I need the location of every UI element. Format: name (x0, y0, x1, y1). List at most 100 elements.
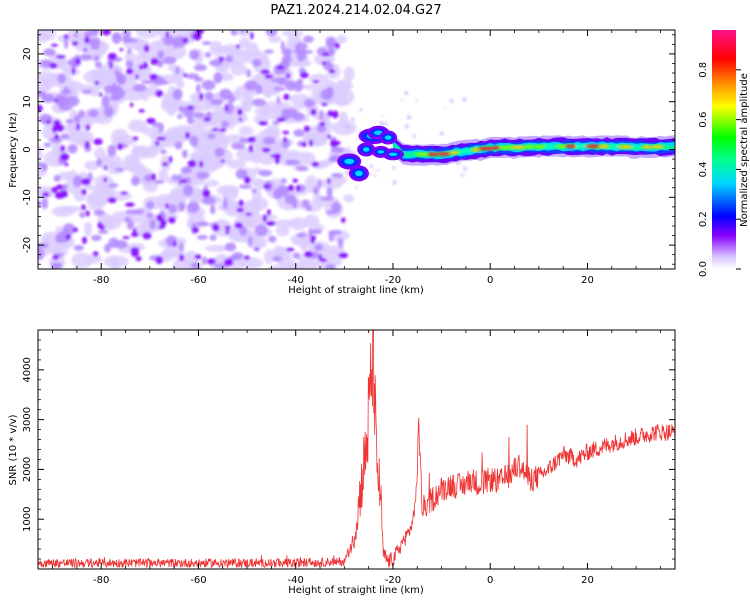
signal-hotspot (459, 149, 471, 154)
noise-blob (58, 205, 83, 213)
noise-blob (107, 161, 118, 170)
noise-blob (159, 218, 167, 227)
noise-blob (293, 81, 304, 92)
noise-blob (281, 55, 293, 64)
noise-blob (108, 183, 119, 188)
noise-blob (227, 94, 236, 104)
noise-blob (245, 212, 253, 216)
signal-hotspot (533, 144, 546, 149)
noise-blob (412, 134, 417, 138)
noise-blob (205, 179, 220, 187)
noise-blob (250, 149, 263, 164)
noise-blob (71, 252, 93, 269)
colorbar-tick-label: 0.8 (698, 62, 709, 78)
noise-blob (334, 42, 340, 49)
noise-blob (56, 95, 70, 108)
signal-blob (362, 147, 370, 152)
noise-blob (119, 47, 124, 52)
noise-blob (38, 77, 53, 93)
noise-blob (204, 137, 230, 147)
noise-blob (344, 102, 347, 106)
noise-blob (347, 145, 351, 148)
noise-blob (320, 196, 334, 201)
noise-blob (85, 210, 90, 217)
noise-blob (125, 60, 134, 69)
y-tick-label: 4000 (22, 357, 33, 382)
noise-blob (62, 68, 80, 76)
noise-blob (303, 98, 315, 108)
noise-blob (152, 144, 165, 151)
noise-blob (209, 234, 217, 241)
noise-blob (253, 247, 260, 251)
noise-blob (262, 136, 276, 145)
noise-blob (268, 235, 277, 243)
noise-blob (296, 78, 304, 84)
noise-blob (321, 177, 343, 190)
noise-blob (142, 61, 149, 70)
x-tick-label: -80 (93, 275, 109, 286)
noise-blob (334, 140, 341, 145)
noise-blob (83, 48, 87, 52)
noise-blob (340, 217, 346, 223)
noise-blob (111, 82, 117, 93)
noise-blob (84, 160, 100, 171)
noise-blob (43, 142, 52, 148)
noise-blob (50, 247, 64, 255)
noise-blob (328, 69, 336, 74)
noise-blob (178, 105, 186, 113)
noise-blob (196, 234, 208, 240)
noise-blob (252, 58, 262, 67)
noise-blob (213, 71, 223, 84)
noise-blob (121, 30, 132, 36)
noise-blob (359, 108, 363, 112)
x-tick-label: 0 (487, 275, 493, 286)
noise-blob (64, 162, 69, 167)
noise-blob (251, 188, 257, 194)
noise-blob (280, 41, 285, 52)
noise-blob (196, 221, 210, 227)
snr-series-line (38, 330, 675, 569)
noise-blob (71, 41, 79, 46)
noise-blob (38, 186, 56, 194)
noise-blob (141, 79, 156, 84)
noise-blob (190, 262, 200, 269)
noise-blob (325, 40, 337, 48)
noise-blob (261, 147, 271, 153)
noise-blob (164, 203, 170, 209)
noise-blob (214, 45, 239, 53)
noise-blob (331, 110, 339, 119)
noise-blob (343, 66, 355, 81)
noise-blob (183, 73, 188, 78)
noise-blob (111, 32, 122, 44)
noise-blob (235, 44, 241, 49)
noise-blob (283, 93, 290, 101)
noise-blob (150, 173, 156, 181)
noise-blob (23, 222, 36, 231)
noise-blob (373, 174, 377, 178)
noise-blob (227, 159, 246, 170)
signal-hotspot (556, 144, 566, 149)
noise-blob (143, 44, 150, 53)
noise-blob (284, 107, 298, 118)
noise-blob (165, 31, 169, 38)
noise-blob (103, 165, 108, 171)
noise-blob (194, 177, 206, 186)
noise-blob (156, 136, 167, 141)
noise-blob (303, 214, 320, 229)
noise-blob (209, 59, 223, 67)
noise-blob (283, 136, 287, 143)
noise-blob (401, 98, 404, 101)
noise-blob (160, 131, 178, 148)
noise-blob (107, 197, 117, 204)
noise-blob (131, 176, 140, 186)
x-tick-label: 0 (487, 575, 493, 586)
noise-blob (236, 207, 244, 213)
noise-blob (193, 112, 206, 119)
noise-blob (160, 149, 167, 155)
noise-blob (220, 120, 229, 129)
noise-blob (63, 34, 69, 40)
noise-blob (345, 170, 351, 176)
noise-blob (168, 155, 173, 164)
x-tick-label: 20 (581, 275, 594, 286)
noise-blob (162, 56, 177, 65)
